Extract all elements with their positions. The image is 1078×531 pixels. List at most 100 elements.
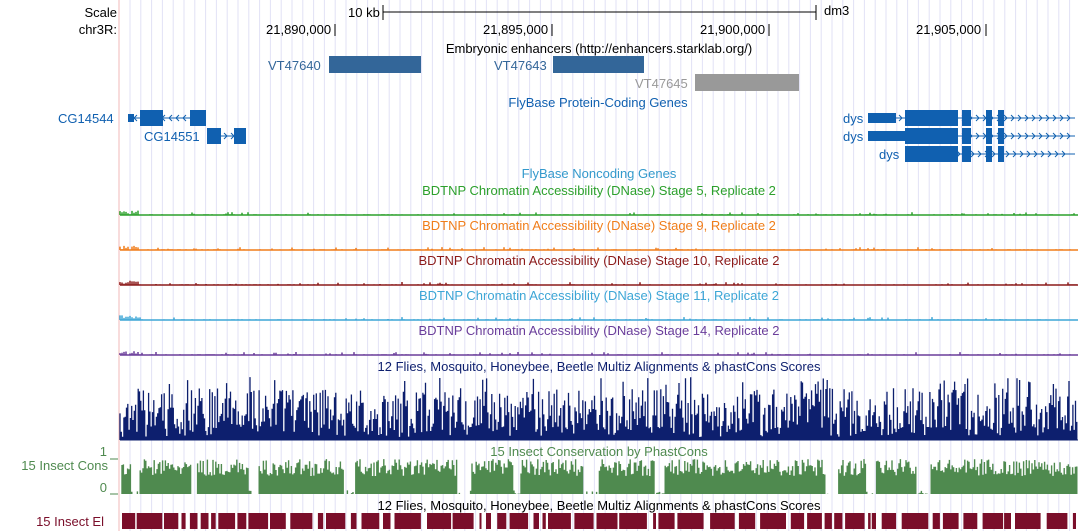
conserved-element [790, 513, 805, 529]
gene-exon [868, 113, 896, 123]
gene-label[interactable]: CG14544 [58, 111, 114, 126]
conserved-element [1046, 513, 1068, 529]
strand-arrow [1066, 114, 1071, 122]
conserved-element [200, 513, 209, 529]
strand-arrow [1040, 150, 1045, 158]
track-title-flybase-protein[interactable]: FlyBase Protein-Coding Genes [508, 95, 688, 110]
enhancer-feature [553, 56, 644, 73]
strand-arrow [1024, 132, 1029, 140]
conserved-element [326, 513, 346, 529]
ruler-tick-label: 21,890,000 [266, 22, 332, 37]
enhancer-feature [695, 74, 799, 91]
phastcons-plot [110, 458, 1078, 495]
strand-arrow [1038, 132, 1043, 140]
gene-exon [962, 110, 971, 126]
conserved-element [317, 513, 324, 529]
conserved-element [982, 513, 1004, 529]
conserved-element [932, 513, 940, 529]
dnase-signal [119, 351, 1071, 355]
dnase-signal-tracks [119, 210, 1078, 356]
ruler-tick-label: 21,905,000 [916, 22, 982, 37]
gene-exon [140, 110, 163, 126]
strand-arrow [1061, 150, 1066, 158]
multiz-bars [119, 377, 1078, 440]
strand-arrow [1045, 132, 1050, 140]
gene-exon [998, 146, 1004, 162]
conserved-element [164, 513, 179, 529]
strand-arrow [175, 114, 180, 122]
gene-label[interactable]: dys [843, 111, 864, 126]
gene-exon [190, 110, 206, 126]
track-title-multiz[interactable]: 12 Flies, Mosquito, Honeybee, Beetle Mul… [377, 359, 821, 374]
enhancer-label[interactable]: VT47640 [268, 58, 321, 73]
track-title-dnase-stage5[interactable]: BDTNP Chromatin Accessibility (DNase) St… [422, 183, 776, 198]
conserved-element [181, 513, 186, 529]
strand-arrow [1003, 132, 1008, 140]
strand-arrow [1003, 114, 1008, 122]
conserved-element [868, 513, 871, 529]
conserved-element [383, 513, 391, 529]
strand-arrow [168, 114, 173, 122]
conserved-element [871, 513, 876, 529]
gene-label[interactable]: dys [879, 147, 900, 162]
strand-arrow [1017, 132, 1022, 140]
strand-arrow [1031, 114, 1036, 122]
assembly-label: dm3 [824, 3, 850, 18]
gene-label[interactable]: dys [843, 129, 864, 144]
conserved-element [710, 513, 735, 529]
elements-left-label[interactable]: 15 Insect El [36, 514, 104, 529]
multiz-conservation-plot [119, 377, 1078, 441]
strand-arrow [1052, 114, 1057, 122]
conserved-element [509, 513, 529, 529]
track-title-dnase-stage14[interactable]: BDTNP Chromatin Accessibility (DNase) St… [418, 323, 780, 338]
conserved-element [1004, 513, 1011, 529]
strand-arrow [1045, 114, 1050, 122]
gene-exon [905, 128, 958, 144]
track-title-phastcons[interactable]: 15 Insect Conservation by PhastCons [490, 444, 708, 459]
conserved-element [427, 513, 452, 529]
enhancer-features [329, 56, 799, 91]
conserved-element [189, 513, 198, 529]
track-title-dnase-stage10[interactable]: BDTNP Chromatin Accessibility (DNase) St… [418, 253, 780, 268]
track-title-dnase-stage11[interactable]: BDTNP Chromatin Accessibility (DNase) St… [418, 288, 780, 303]
conserved-element [486, 513, 491, 529]
conserved-element [963, 513, 978, 529]
conserved-element [237, 513, 247, 529]
conserved-element [394, 513, 421, 529]
conserved-element [658, 513, 675, 529]
conserved-element [738, 513, 756, 529]
track-title-enhancers[interactable]: Embryonic enhancers (http://enhancers.st… [445, 41, 753, 56]
conserved-element [942, 513, 959, 529]
conserved-element [760, 513, 786, 529]
gene-exon [868, 131, 906, 141]
conserved-element [677, 513, 704, 529]
phastcons-left-label[interactable]: 15 Insect Cons [21, 458, 108, 473]
enhancer-feature [329, 56, 421, 73]
strand-arrow [1066, 132, 1071, 140]
conserved-element [1072, 513, 1076, 529]
conserved-element [548, 513, 571, 529]
strand-arrow [1059, 114, 1064, 122]
strand-arrow [1012, 150, 1017, 158]
enhancer-label[interactable]: VT47645 [635, 76, 688, 91]
track-title-flybase-noncoding[interactable]: FlyBase Noncoding Genes [521, 166, 677, 181]
conserved-element [542, 513, 546, 529]
gene-exon [962, 146, 971, 162]
dnase-signal [119, 315, 1047, 320]
track-title-dnase-stage9[interactable]: BDTNP Chromatin Accessibility (DNase) St… [422, 218, 776, 233]
conserved-element [1015, 513, 1041, 529]
gene-label[interactable]: CG14551 [144, 129, 200, 144]
conserved-element [479, 513, 482, 529]
phastcons-ymin: 0 [99, 480, 107, 495]
strand-arrow [1024, 114, 1029, 122]
strand-arrow [1033, 150, 1038, 158]
gene-exon [207, 128, 221, 144]
track-title-elements[interactable]: 12 Flies, Mosquito, Honeybee, Beetle Mul… [377, 498, 821, 513]
conserved-element [901, 513, 929, 529]
gene-exon [998, 110, 1004, 126]
strand-arrow [182, 114, 187, 122]
dnase-signal [119, 245, 1071, 250]
strand-arrow [975, 132, 980, 140]
enhancer-label[interactable]: VT47643 [494, 58, 547, 73]
